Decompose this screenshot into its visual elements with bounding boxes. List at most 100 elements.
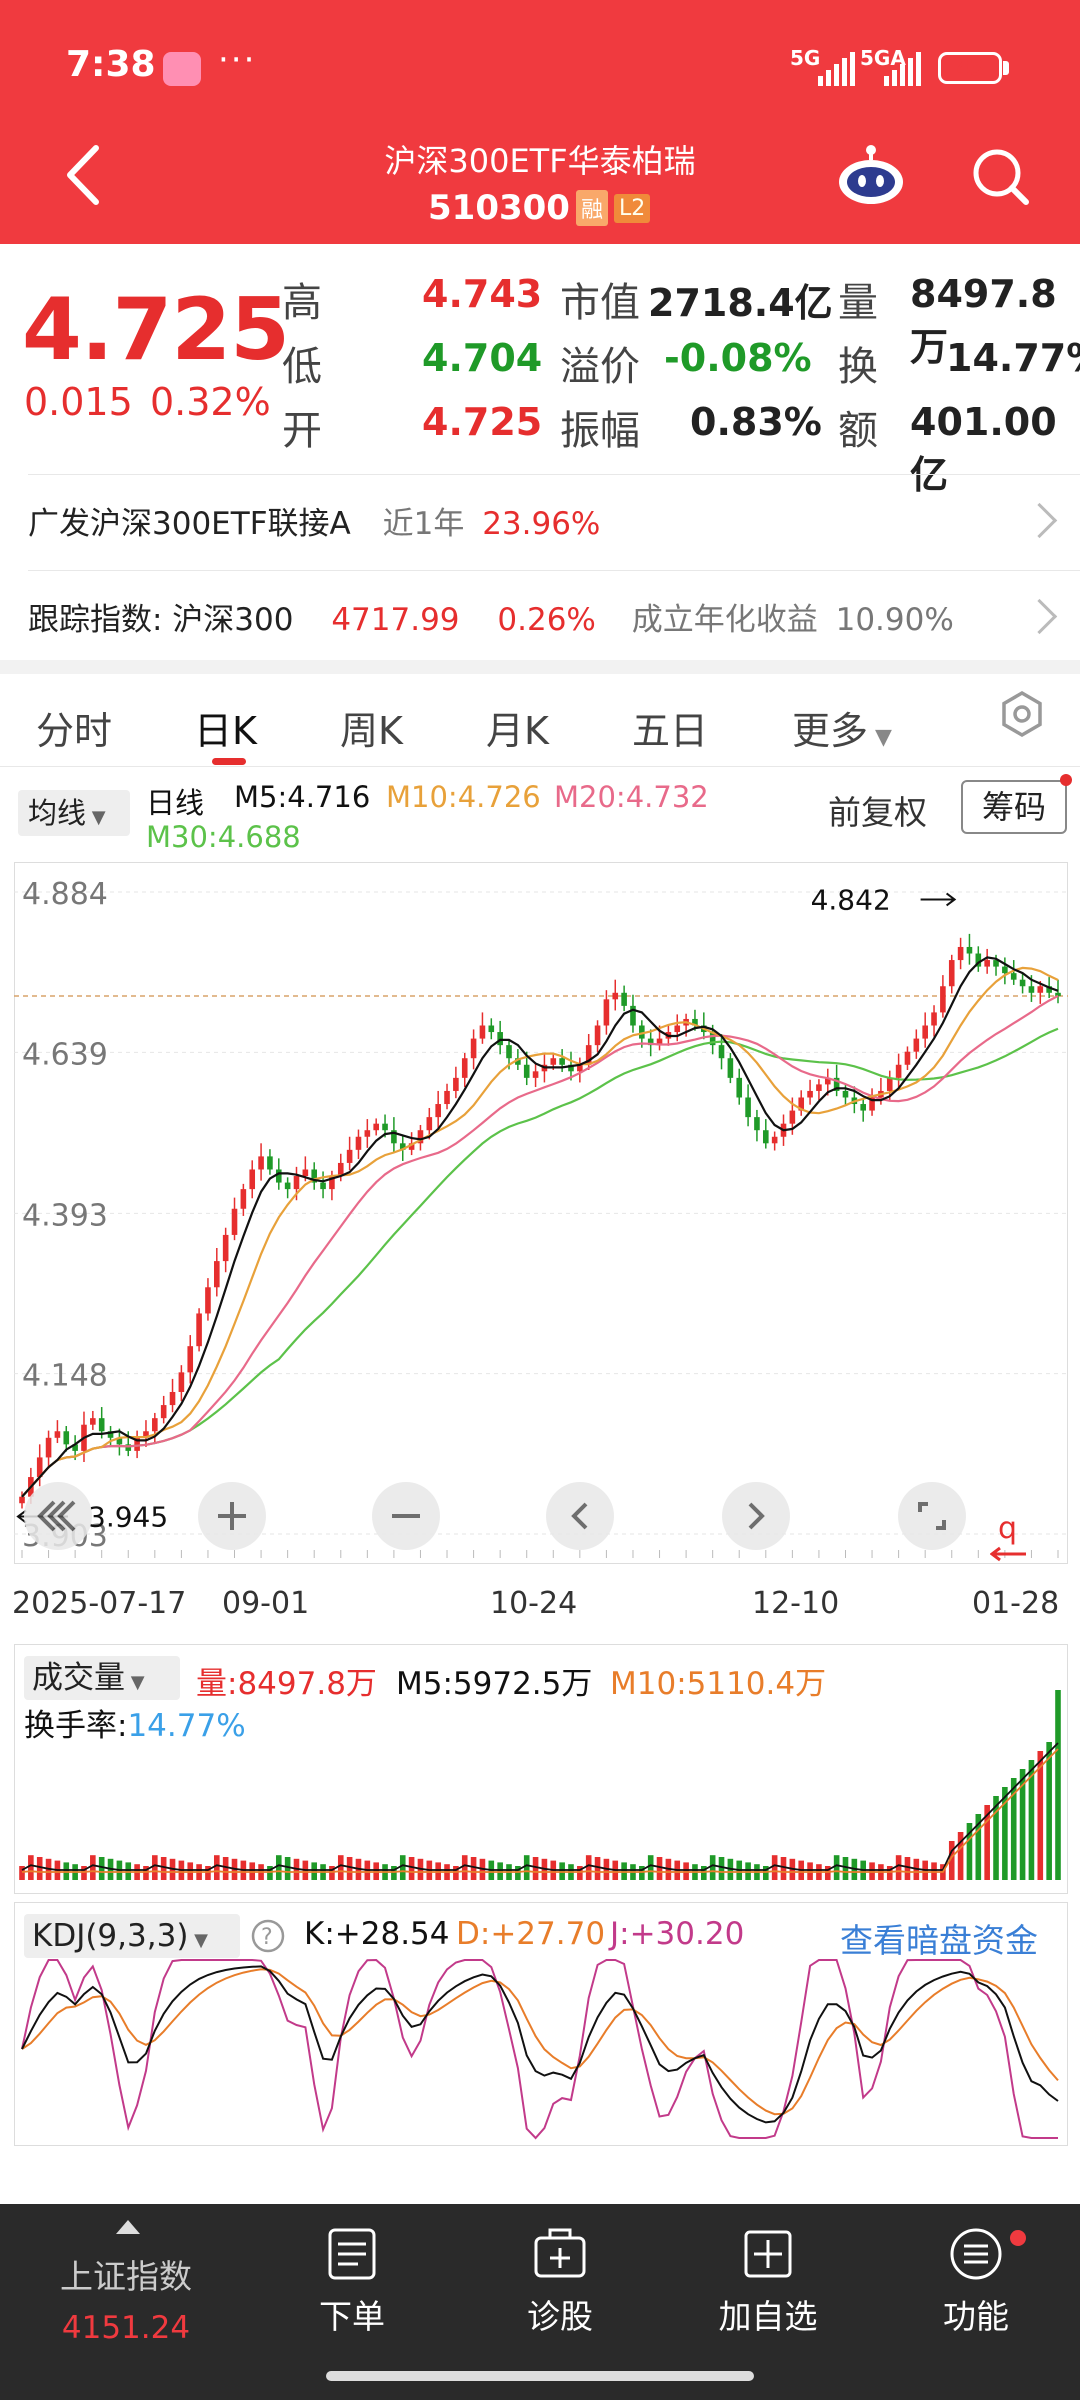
candle-37 [346, 1149, 353, 1163]
search-icon[interactable] [970, 146, 1030, 206]
zoom-out-button[interactable] [372, 1482, 440, 1550]
kdj-selector[interactable]: KDJ(9,3,3) ▼ [24, 1914, 240, 1958]
candle-55 [506, 1045, 512, 1059]
candle-54 [497, 1032, 503, 1046]
stock-code-row: 510300 融 L2 [428, 188, 651, 228]
back-arrow-icon[interactable] [60, 140, 110, 210]
volume-bar-50 [461, 1855, 468, 1880]
premium-label: 溢价 [560, 344, 640, 390]
x-tick-1: 09-01 [222, 1586, 310, 1621]
nav-diagnose[interactable]: 诊股 [460, 2206, 660, 2356]
volume-m10: M10:5110.4万 [610, 1666, 827, 1702]
volume-bar-105 [948, 1841, 955, 1880]
index-quick-view[interactable]: 上证指数 4151.24 [26, 2206, 226, 2356]
assistant-robot-icon[interactable] [836, 144, 906, 206]
candle-64 [585, 1045, 592, 1065]
tab-more[interactable]: 更多 ▼ [792, 709, 892, 753]
quit-icon[interactable]: q [990, 1514, 1030, 1564]
y-tick-2: 4.393 [22, 1198, 108, 1233]
kdj-panel[interactable] [14, 1902, 1068, 2146]
scroll-right-button[interactable] [722, 1482, 790, 1550]
signal-label-5ga: 5GA [860, 46, 906, 70]
candle-44 [408, 1143, 415, 1150]
candle-91 [824, 1077, 831, 1085]
scroll-left-button[interactable] [546, 1482, 614, 1550]
candle-93 [842, 1090, 849, 1098]
candle-10 [107, 1431, 114, 1438]
triangle-up-icon [116, 2220, 140, 2234]
volume-bar-58 [532, 1857, 539, 1880]
candle-29 [275, 1169, 282, 1183]
candle-80 [727, 1058, 734, 1078]
open-label: 开 [282, 408, 322, 454]
volume-bar-72 [656, 1857, 663, 1880]
y-tick-1: 4.639 [22, 1037, 108, 1072]
candle-42 [391, 1130, 397, 1144]
zoom-out-left-button[interactable] [24, 1482, 92, 1550]
adjust-mode[interactable]: 前复权 [828, 793, 927, 832]
tab-weekly-k[interactable]: 周K [340, 709, 403, 753]
nav-functions[interactable]: 功能 [876, 2206, 1076, 2356]
chevron-right-icon-2[interactable] [1021, 598, 1058, 635]
volume-bar-28 [267, 1866, 273, 1880]
nav-order[interactable]: 下单 [252, 2206, 452, 2356]
candle-8 [90, 1418, 96, 1425]
volume-bar-22 [214, 1855, 220, 1880]
candle-103 [931, 1012, 937, 1026]
candle-109 [984, 960, 990, 967]
volume-bar-70 [639, 1866, 645, 1880]
volume-bar-116 [1046, 1742, 1052, 1880]
status-time: 7:38 [66, 44, 156, 85]
volume-bar-78 [709, 1855, 716, 1880]
candle-3 [45, 1437, 52, 1458]
chips-button[interactable]: 筹码 [961, 780, 1067, 834]
volume-selector[interactable]: 成交量 ▼ [24, 1656, 180, 1700]
volume-m5: M5:5972.5万 [396, 1666, 593, 1702]
tab-intraday[interactable]: 分时 [36, 709, 113, 753]
volume-bar-109 [984, 1805, 990, 1880]
tracking-index-pct: 0.26% [497, 602, 596, 638]
settings-icon[interactable] [998, 690, 1046, 738]
candle-50 [461, 1058, 468, 1078]
zoom-in-button[interactable] [198, 1482, 266, 1550]
volume-bar-57 [523, 1855, 530, 1880]
ma-selector[interactable]: 均线 ▼ [18, 790, 130, 836]
min-arrow-head [16, 1509, 27, 1524]
help-icon[interactable]: ? [250, 1918, 286, 1954]
candle-92 [833, 1077, 840, 1091]
volume-bar-115 [1037, 1751, 1044, 1880]
tracking-index-row[interactable]: 跟踪指数: 沪深300 4717.99 0.26% 成立年化收益 10.90% [28, 594, 954, 639]
linked-fund-row[interactable]: 广发沪深300ETF联接A 近1年 23.96% [28, 498, 600, 543]
candle-4 [54, 1431, 61, 1438]
dark-pool-link[interactable]: 查看暗盘资金 [840, 1921, 1038, 1960]
volume-bar-99 [895, 1855, 902, 1880]
fullscreen-button[interactable] [898, 1482, 966, 1550]
candle-114 [1028, 986, 1035, 993]
volume-bar-84 [762, 1866, 769, 1880]
volume-bar-49 [453, 1866, 459, 1880]
candle-34 [320, 1182, 326, 1190]
volume-bar-79 [718, 1857, 725, 1880]
volume-value: 量:8497.8万 [196, 1666, 377, 1702]
volume-bar-44 [408, 1857, 415, 1880]
candle-0 [19, 1496, 25, 1504]
candle-9 [98, 1418, 105, 1432]
volume-panel[interactable] [14, 1644, 1068, 1894]
candle-43 [399, 1143, 406, 1150]
nav-add-watch[interactable]: 加自选 [668, 2206, 868, 2356]
candle-46 [426, 1117, 433, 1131]
candle-2 [36, 1457, 43, 1478]
open-value: 4.725 [422, 400, 543, 444]
volume-bar-23 [222, 1857, 229, 1880]
tab-monthly-k[interactable]: 月K [486, 709, 549, 753]
amplitude-label: 振幅 [560, 408, 640, 454]
turnover-rate-row: 换手率:14.77% [24, 1708, 246, 1744]
candle-25 [240, 1189, 247, 1209]
candle-56 [515, 1058, 521, 1065]
chevron-right-icon[interactable] [1021, 502, 1058, 539]
volume-bar-35 [329, 1866, 335, 1880]
price-change-pct: 0.32% [150, 380, 271, 424]
tab-daily-k[interactable]: 日K [194, 709, 257, 753]
tab-five-day[interactable]: 五日 [632, 709, 709, 753]
